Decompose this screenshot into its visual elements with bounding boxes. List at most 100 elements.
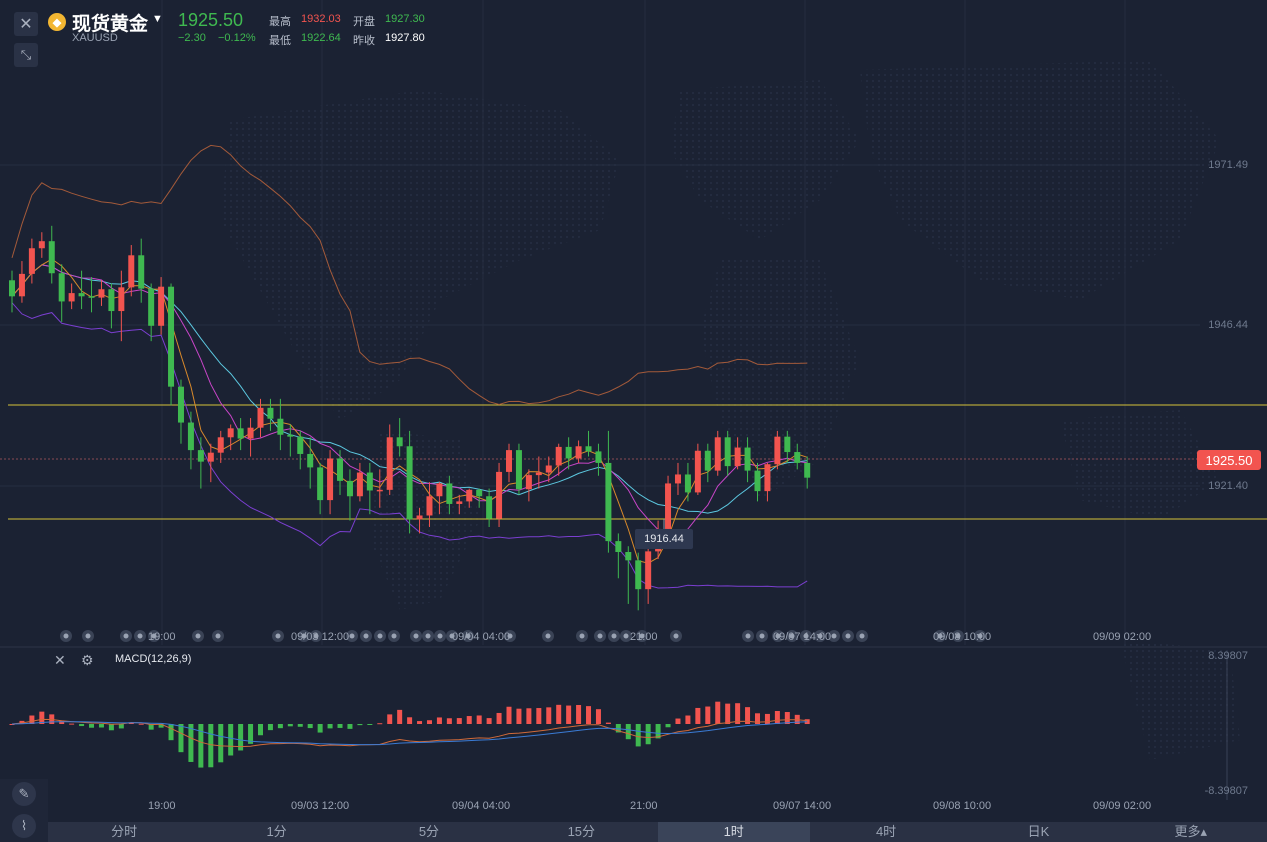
macd-bar bbox=[586, 706, 592, 724]
close-indicator-icon[interactable]: ✕ bbox=[54, 652, 66, 668]
pencil-icon[interactable]: ✎ bbox=[12, 782, 36, 806]
macd-bar bbox=[725, 703, 731, 724]
chevron-down-icon[interactable]: ▼ bbox=[152, 13, 163, 25]
x-axis-label: 21:00 bbox=[630, 631, 658, 643]
macd-bar bbox=[436, 717, 442, 724]
macd-bar bbox=[248, 724, 254, 744]
close-icon[interactable]: ✕ bbox=[14, 12, 38, 36]
timeframe-tab[interactable]: 日K bbox=[1027, 824, 1050, 839]
timeframe-tab[interactable]: 5分 bbox=[418, 824, 440, 839]
candle-body bbox=[277, 418, 284, 435]
x-axis-label: 09/03 12:00 bbox=[291, 631, 350, 643]
macd-bar bbox=[407, 717, 413, 724]
event-dot-center bbox=[977, 633, 983, 639]
macd-bar bbox=[774, 711, 780, 724]
timeframe-tab[interactable]: 分时 bbox=[111, 824, 138, 839]
event-dot-center bbox=[349, 633, 355, 639]
event-dot-center bbox=[845, 633, 851, 639]
candle-body bbox=[515, 450, 522, 490]
macd-bar bbox=[19, 720, 25, 724]
candle-body bbox=[744, 447, 751, 471]
candle-body bbox=[724, 437, 731, 467]
collapse-icon[interactable]: ⤡ bbox=[14, 43, 38, 67]
event-dot-center bbox=[775, 633, 781, 639]
timeframe-tab[interactable]: 15分 bbox=[567, 824, 596, 839]
candle-body bbox=[346, 480, 353, 497]
more-timeframes[interactable]: 更多▴ bbox=[1174, 824, 1208, 839]
macd-bar bbox=[168, 724, 174, 741]
candle-body bbox=[545, 465, 552, 473]
macd-bar bbox=[625, 724, 631, 740]
prev-close-label: 昨收 bbox=[353, 35, 375, 47]
indicator-icon[interactable]: ⌇ bbox=[12, 814, 36, 838]
event-dot-center bbox=[449, 633, 455, 639]
macd-bar bbox=[456, 718, 462, 724]
candle-body bbox=[774, 436, 781, 465]
event-dot-center bbox=[597, 633, 603, 639]
macd-bar bbox=[138, 723, 144, 725]
event-dot-center bbox=[639, 633, 645, 639]
event-dot-center bbox=[301, 633, 307, 639]
event-dot-center bbox=[937, 633, 943, 639]
timeframe-tab[interactable]: 4时 bbox=[875, 824, 897, 839]
macd-bar bbox=[198, 724, 204, 768]
macd-bar bbox=[745, 707, 751, 724]
event-markers[interactable] bbox=[60, 630, 986, 642]
event-dot-center bbox=[215, 633, 221, 639]
macd-bar bbox=[546, 707, 552, 724]
candle-body bbox=[645, 551, 652, 590]
x-axis-label: 09/07 14:00 bbox=[773, 631, 832, 643]
candle-body bbox=[48, 241, 55, 274]
macd-bar bbox=[764, 713, 770, 724]
candle-body bbox=[287, 434, 294, 437]
candle-body bbox=[734, 447, 741, 467]
candle-body bbox=[237, 428, 244, 439]
macd-bar bbox=[108, 724, 114, 731]
candle-body bbox=[158, 286, 165, 326]
macd-x-axis-label: 19:00 bbox=[148, 800, 176, 812]
candle-body bbox=[118, 287, 125, 312]
candle-body bbox=[38, 241, 45, 249]
macd-bar bbox=[516, 708, 522, 724]
macd-bar bbox=[59, 720, 65, 724]
macd-bar bbox=[98, 724, 104, 728]
low-value: 1922.64 bbox=[301, 32, 341, 44]
macd-bar bbox=[377, 723, 383, 725]
settings-icon[interactable]: ⚙ bbox=[81, 652, 94, 668]
candle-body bbox=[227, 428, 234, 438]
macd-bar bbox=[287, 724, 293, 727]
macd-x-axis-label: 09/07 14:00 bbox=[773, 800, 832, 812]
macd-bar bbox=[29, 715, 35, 724]
candle-body bbox=[247, 427, 254, 439]
macd-bar bbox=[357, 724, 363, 726]
candle-body bbox=[337, 458, 344, 481]
macd-histogram bbox=[9, 701, 810, 768]
candle-body bbox=[486, 496, 493, 519]
candle-body bbox=[396, 437, 403, 447]
candle-body bbox=[168, 286, 175, 387]
macd-bar bbox=[655, 724, 661, 739]
macd-bar bbox=[158, 724, 164, 728]
event-dot-center bbox=[85, 633, 91, 639]
candle-body bbox=[327, 458, 334, 501]
timeframe-tab[interactable]: 1分 bbox=[266, 824, 287, 839]
macd-bar bbox=[695, 707, 701, 724]
candle-body bbox=[555, 446, 562, 466]
candle-body bbox=[466, 489, 473, 502]
bollinger-upper bbox=[11, 144, 808, 406]
high-value: 1932.03 bbox=[301, 13, 341, 25]
event-dot-center bbox=[313, 633, 319, 639]
candle-body bbox=[376, 489, 383, 492]
macd-bottom-value: -8.39807 bbox=[1204, 785, 1248, 797]
instrument-name[interactable]: 现货黄金 bbox=[72, 14, 149, 35]
macd-bar bbox=[317, 724, 323, 733]
event-dot-center bbox=[275, 633, 281, 639]
macd-bar bbox=[228, 724, 234, 756]
last-price: 1925.50 bbox=[178, 10, 244, 30]
timeframe-tab-active[interactable]: 1时 bbox=[657, 822, 810, 842]
open-value: 1927.30 bbox=[385, 13, 425, 25]
candle-body bbox=[108, 289, 115, 312]
macd-bar bbox=[496, 712, 502, 724]
candle-body bbox=[456, 501, 463, 504]
